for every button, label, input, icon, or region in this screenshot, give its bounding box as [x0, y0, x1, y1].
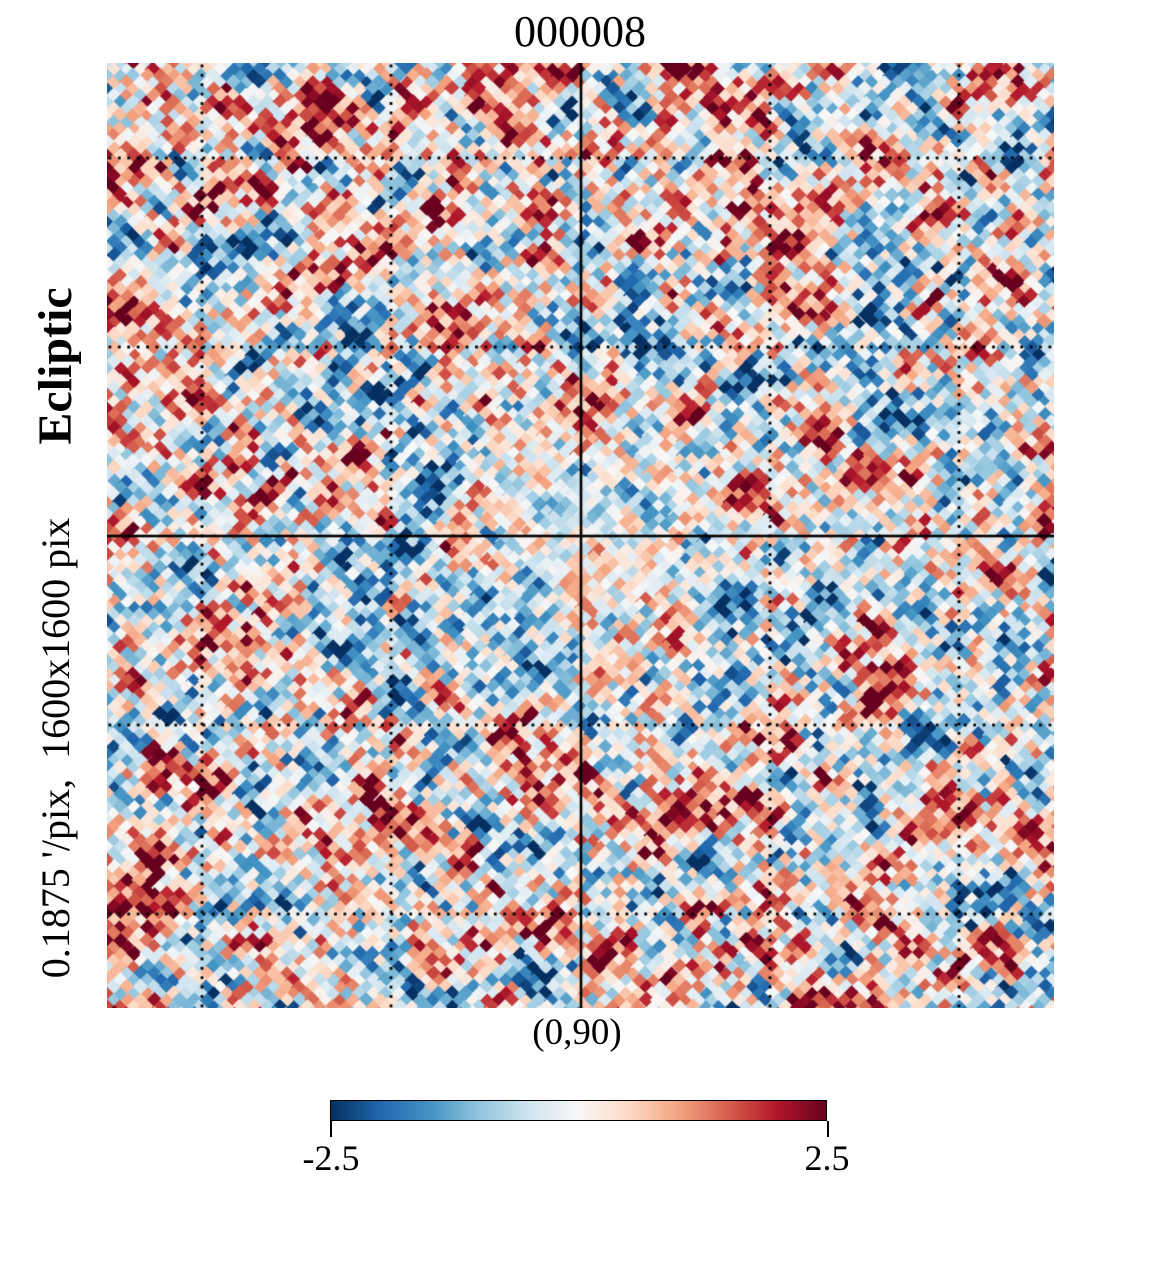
center-coordinates-label: (0,90) — [532, 1012, 622, 1053]
colorbar-min-label: -2.5 — [302, 1138, 360, 1178]
colorbar-gradient — [331, 1101, 826, 1120]
coordinate-system-label: Ecliptic — [29, 287, 82, 445]
plot-title: 000008 — [514, 7, 646, 56]
colorbar-tick-min — [330, 1121, 332, 1137]
resolution-label: 0.1875 '/pix, 1600x1600 pix — [33, 517, 78, 979]
colorbar-tick-max — [827, 1121, 829, 1137]
sky-map-canvas — [107, 63, 1054, 1008]
colorbar — [330, 1100, 827, 1121]
colorbar-max-label: 2.5 — [804, 1138, 850, 1178]
